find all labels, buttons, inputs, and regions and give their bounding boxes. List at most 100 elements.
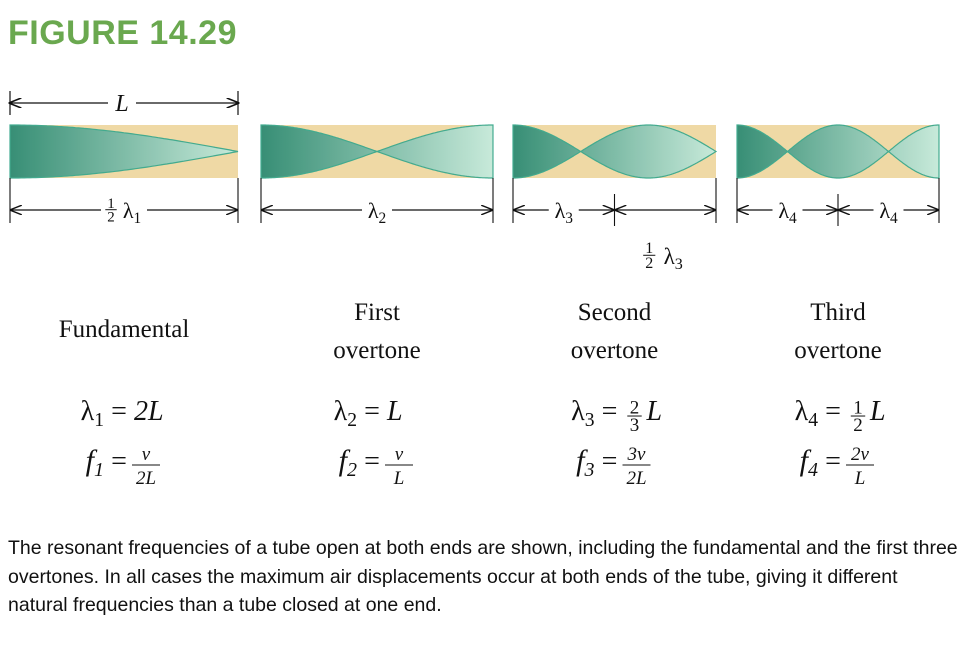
freq-subscript: 3 — [584, 459, 595, 481]
fraction-denominator: 2 — [853, 415, 863, 436]
label-bg — [873, 194, 904, 226]
label-bg — [772, 194, 803, 226]
eq-freq-lhs: f3 — [576, 444, 594, 481]
wavelength-equation: λ1 = 2L — [81, 396, 164, 431]
figure-title: FIGURE 14.29 — [8, 14, 237, 52]
eq-equals: = — [111, 446, 127, 477]
freq-denominator: L — [854, 468, 866, 489]
eq-lambda-lhs: λ1 — [81, 396, 104, 431]
eq-equals: = — [364, 446, 380, 477]
panel-name: Second — [578, 299, 652, 326]
length-label: L — [114, 91, 128, 117]
tube-length-dimension: L — [10, 90, 238, 117]
fraction-numerator: 1 — [107, 196, 115, 212]
freq-numerator: 3v — [627, 444, 647, 465]
eq-equals: = — [825, 396, 841, 427]
extra-lambda: λ3 — [664, 244, 683, 273]
lambda-subscript: 3 — [675, 256, 683, 273]
fraction-numerator: 1 — [853, 398, 863, 419]
wavelength-equation: λ3 = 23 L — [571, 396, 662, 436]
eq-equals: = — [602, 446, 618, 477]
lambda-subscript: 4 — [789, 210, 797, 227]
panel-name: First — [354, 299, 400, 326]
lambda-subscript: 2 — [378, 210, 386, 227]
eq-freq-lhs: f1 — [86, 444, 104, 481]
lambda-symbol: λ — [555, 198, 566, 223]
figure-caption: The resonant frequencies of a tube open … — [8, 537, 958, 616]
freq-subscript: 2 — [347, 459, 357, 481]
fraction-numerator: 2 — [630, 398, 640, 419]
panel-name: Third — [810, 299, 866, 326]
lambda-symbol: λ — [334, 396, 348, 427]
lambda-symbol: λ — [795, 396, 809, 427]
eq-lambda-lhs: λ2 — [334, 396, 357, 431]
eq-lambda-rhs: L — [386, 396, 403, 427]
lambda-subscript: 3 — [565, 210, 573, 227]
lambda-subscript: 4 — [808, 410, 818, 431]
wavelength-equation: λ2 = L — [334, 396, 403, 431]
eq-lambda-rhs: L — [646, 396, 663, 427]
segment-coefficient: 12 — [105, 196, 117, 226]
eq-freq-lhs: f2 — [339, 444, 357, 481]
lambda-symbol: λ — [879, 198, 890, 223]
eq-lambda-fraction: 12 — [850, 398, 866, 436]
panel-name: overtone — [571, 337, 658, 364]
freq-subscript: 4 — [808, 459, 818, 481]
label-bg — [548, 194, 579, 226]
fraction-numerator: 1 — [645, 240, 653, 257]
panel-name: overtone — [333, 337, 420, 364]
lambda-symbol: λ — [81, 396, 95, 427]
panel-name: Fundamental — [59, 316, 190, 343]
lambda-subscript: 4 — [890, 210, 898, 227]
frequency-equation: f2 = vL — [339, 444, 413, 489]
panel-labels: Fundamental First overtone Second overtone Th… — [59, 299, 882, 364]
lambda-subscript: 3 — [585, 410, 595, 431]
eq-lambda-lhs: λ3 — [571, 396, 595, 431]
segment-lambda: λ4 — [879, 198, 898, 227]
lambda-symbol: λ — [571, 396, 585, 427]
segment-lambda: λ1 — [123, 198, 141, 227]
lambda-symbol: λ — [123, 198, 134, 223]
length-label-bg — [108, 90, 136, 114]
label-bg — [362, 194, 392, 226]
segment-lambda: λ2 — [368, 198, 386, 227]
eq-equals: = — [111, 396, 127, 427]
wavelength-equation: λ4 = 12 L — [795, 396, 886, 436]
freq-subscript: 1 — [94, 459, 104, 481]
freq-denominator: 2L — [136, 468, 156, 489]
eq-lambda-rhs: 2L — [134, 396, 164, 427]
standing-wave-3 — [512, 124, 718, 179]
segment-lambda: λ3 — [555, 198, 574, 227]
fraction-denominator: 3 — [630, 415, 640, 436]
freq-numerator: 2v — [851, 444, 870, 465]
lambda-subscript: 2 — [347, 410, 357, 431]
lambda-subscript: 1 — [133, 210, 141, 227]
lambda-subscript: 1 — [94, 410, 104, 431]
extra-coefficient: 12 — [643, 240, 656, 272]
eq-lambda-rhs: L — [869, 396, 886, 427]
frequency-equation: f3 = 3v 2L — [576, 444, 651, 489]
lambda-symbol: λ — [664, 244, 676, 269]
fraction-denominator: 2 — [645, 255, 653, 272]
frequency-equation: f4 = 2v L — [800, 444, 874, 489]
eq-lambda-lhs: λ4 — [795, 396, 819, 431]
eq-lambda-fraction: 23 — [627, 398, 642, 436]
freq-numerator: v — [142, 444, 151, 465]
frequency-equation: f1 = v 2L — [86, 444, 160, 489]
eq-freq-lhs: f4 — [800, 444, 818, 481]
panel-name: overtone — [794, 337, 881, 364]
lambda-symbol: λ — [778, 198, 789, 223]
standing-wave-1 — [9, 124, 239, 179]
eq-equals: = — [825, 446, 841, 477]
eq-equals: = — [602, 396, 618, 427]
freq-numerator: v — [395, 444, 404, 465]
freq-denominator: 2L — [626, 468, 646, 489]
lambda-symbol: λ — [368, 198, 379, 223]
eq-equals: = — [364, 396, 380, 427]
segment-lambda: λ4 — [778, 198, 797, 227]
tubes-group — [9, 124, 940, 179]
freq-denominator: L — [393, 468, 405, 489]
